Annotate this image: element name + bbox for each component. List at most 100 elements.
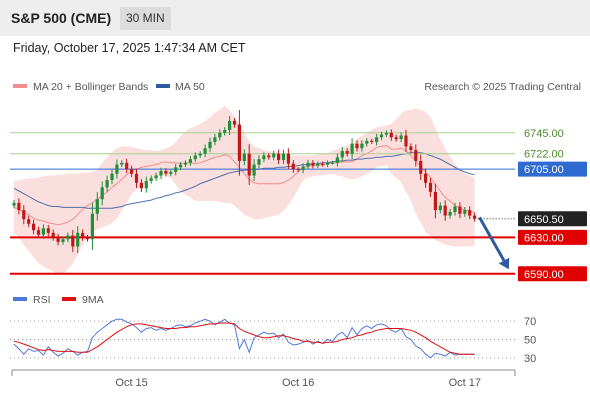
candle-body	[335, 157, 339, 163]
legend-bollinger: MA 20 + Bollinger Bands	[33, 81, 148, 93]
candle-body	[12, 202, 16, 206]
candle-body	[81, 232, 85, 238]
candle-body	[375, 137, 379, 142]
x-tick-label-0: Oct 15	[115, 377, 147, 389]
time-axis: Oct 15 Oct 16 Oct 17	[11, 369, 516, 389]
candle-body	[379, 134, 384, 138]
timeframe-badge[interactable]: 30 MIN	[120, 7, 171, 30]
candle-body	[468, 210, 472, 216]
ma50-line	[13, 152, 475, 209]
bollinger-fill	[14, 105, 475, 274]
candle-body	[46, 228, 50, 233]
candle-body	[345, 150, 349, 154]
candle-body	[139, 182, 143, 189]
candle-body	[223, 130, 227, 133]
candle-body	[198, 153, 202, 156]
current-price-label: 6650.50	[524, 214, 564, 226]
legend-ma50: MA 50	[175, 81, 205, 93]
candle-body	[90, 213, 94, 240]
level-tag-2	[518, 161, 587, 177]
rsi-ma-line	[13, 322, 475, 355]
candle-body	[164, 170, 168, 174]
candle-body	[384, 132, 388, 135]
candle-body	[424, 173, 428, 183]
candle-body	[281, 153, 286, 161]
legend-swatch-bollinger	[13, 84, 27, 88]
candle-body	[463, 210, 467, 214]
candle-body	[154, 175, 158, 179]
candle-body	[76, 232, 80, 247]
bollinger-bands	[14, 105, 475, 274]
candle-body	[272, 153, 276, 158]
candle-body	[404, 135, 408, 147]
candle-body	[262, 155, 266, 160]
x-tick-label-2: Oct 17	[449, 377, 481, 389]
date-label: Friday, October 17, 2025 1:47:34 AM CET	[13, 41, 246, 55]
chart-header: S&P 500 (CME) 30 MIN	[0, 0, 590, 36]
candle-body	[36, 230, 41, 235]
candle-body	[203, 148, 207, 154]
candle-body	[169, 171, 173, 174]
candle-body	[120, 162, 124, 165]
candle-body	[183, 162, 188, 165]
legend-swatch-ma50	[156, 84, 170, 88]
candle-body	[301, 166, 305, 171]
candle-body	[218, 132, 222, 138]
level-tag-4	[518, 266, 587, 282]
candle-body	[252, 164, 256, 176]
candle-body	[32, 223, 36, 231]
candle-body	[159, 170, 163, 176]
candle-body	[144, 180, 148, 189]
candle-body	[394, 137, 398, 140]
candle-body	[438, 205, 442, 211]
candle-body	[100, 187, 104, 200]
candle-body	[228, 120, 232, 131]
candle-body	[409, 146, 413, 151]
price-levels	[10, 132, 515, 275]
candle-body	[247, 153, 251, 176]
candle-body	[277, 153, 281, 161]
candle-body	[242, 153, 246, 161]
candle-body	[71, 235, 75, 247]
candle-body	[399, 135, 403, 140]
candle-body	[105, 180, 109, 188]
instrument-title: S&P 500 (CME)	[11, 10, 112, 26]
candle-body	[291, 163, 295, 170]
candle-body	[41, 228, 45, 235]
candle-body	[453, 206, 457, 212]
candle-body	[257, 159, 261, 165]
candle-body	[316, 163, 320, 166]
candle-body	[232, 120, 237, 125]
candle-body	[448, 211, 452, 216]
candle-body	[360, 143, 364, 149]
candle-body	[61, 239, 65, 242]
candle-body	[51, 232, 55, 238]
level-label-0: 6745.00	[524, 128, 564, 140]
candle-body	[350, 143, 354, 154]
candle-body	[149, 178, 153, 181]
candle-body	[134, 173, 139, 183]
ma20-line	[13, 144, 475, 226]
candle-body	[85, 237, 90, 240]
legend-swatch-9ma	[62, 297, 76, 301]
level-label-3: 6630.00	[524, 232, 564, 244]
credit-text: Research © 2025 Trading Central	[424, 81, 581, 93]
arrow-head	[498, 257, 510, 270]
legend-rsi: RSI	[33, 294, 51, 306]
candle-body	[311, 162, 315, 166]
candle-body	[208, 141, 212, 149]
candle-body	[330, 162, 335, 164]
candle-body	[213, 137, 217, 142]
candle-body	[66, 235, 70, 240]
candle-body	[419, 160, 423, 174]
candle-body	[174, 167, 178, 172]
candle-body	[370, 140, 374, 142]
candle-body	[27, 219, 31, 224]
rsi-line	[13, 318, 475, 359]
candles	[12, 110, 477, 254]
level-label-2: 6705.00	[524, 164, 564, 176]
legend-swatch-rsi	[13, 297, 27, 301]
legend-9ma: 9MA	[82, 294, 104, 306]
candle-body	[443, 205, 447, 216]
